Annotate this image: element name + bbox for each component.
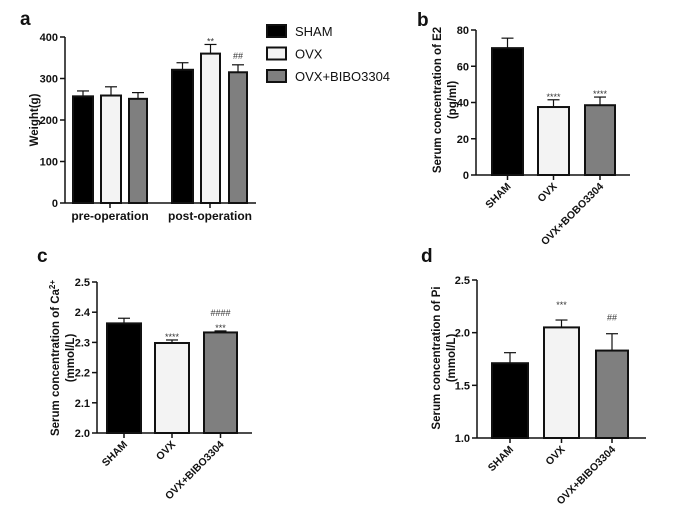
x-category-label: post-operation (168, 209, 252, 223)
significance-label: **** (546, 92, 561, 102)
y-axis-title: (pg/ml) (447, 81, 459, 119)
panel-letter: b (417, 10, 429, 31)
bar-ovx (537, 106, 570, 176)
y-tick-label: 2.5 (455, 275, 470, 287)
y-tick-label: 400 (40, 32, 58, 44)
y-axis-title: Serum concentration of Pi (431, 286, 443, 429)
y-tick-label: 2.1 (75, 398, 90, 410)
y-tick-label: 40 (457, 98, 469, 110)
bar-ovx (154, 342, 190, 434)
panel-a: a Weight(g) 0 100 200 300 400 pre-operation post… (20, 9, 256, 223)
bar-sham (491, 47, 524, 176)
x-category-label: OVX (535, 181, 559, 205)
significance-label: **** (165, 332, 180, 342)
x-category-label: SHAM (486, 443, 517, 474)
legend-swatch-sham (266, 24, 287, 38)
bar-ovx-bibo3304 (584, 104, 616, 176)
y-tick-label: 0 (463, 170, 469, 182)
x-category-label: OVX (543, 444, 567, 468)
bar-ovx-bibo3304 (595, 349, 629, 439)
y-tick-label: 200 (40, 115, 58, 127)
y-tick-label: 2.0 (75, 428, 90, 440)
bar-sham (171, 68, 194, 204)
legend-label: SHAM (295, 24, 333, 39)
y-axis-title: (mmol/L) (65, 334, 77, 383)
significance-label: ** (207, 36, 215, 46)
significance-label: **** (593, 89, 608, 99)
y-tick-label: 100 (40, 157, 58, 169)
y-tick-label: 2.3 (75, 337, 90, 349)
y-tick-label: 60 (457, 61, 469, 73)
legend-label: OVX (295, 47, 323, 62)
y-axis-title: Serum concentration of E2 (432, 27, 444, 173)
panel-letter: d (421, 246, 433, 267)
bar-sham (72, 95, 94, 204)
bar-sham (491, 362, 529, 440)
y-tick-label: 1.5 (455, 380, 470, 392)
y-tick-label: 300 (40, 74, 58, 86)
y-tick-label: 0 (52, 198, 58, 210)
significance-label: ## (607, 313, 617, 323)
panel-d: d Serum concentration of Pi (mmol/L) 1.0 1.5… (421, 246, 646, 507)
legend-swatch-ovx (266, 46, 287, 61)
x-category-label: SHAM (100, 438, 131, 469)
y-axis-title: Weight(g) (29, 93, 41, 146)
y-axis-title: (mmol/L) (446, 334, 458, 383)
y-tick-label: 2.2 (75, 368, 90, 380)
panel-letter: c (37, 246, 48, 267)
x-category-label: SHAM (483, 180, 514, 211)
y-axis-title: Serum concentration of Ca2+ (48, 280, 63, 436)
legend-label: OVX+BIBO3304 (295, 69, 390, 84)
significance-label: *** (556, 300, 567, 310)
significance-label: ## (233, 51, 243, 61)
y-tick-label: 80 (457, 25, 469, 37)
y-axis-title-superscript: 2+ (48, 280, 57, 289)
significance-label: *** (215, 323, 226, 333)
bar-ovx-bibo3304 (228, 71, 248, 205)
bar-ovx (543, 326, 580, 439)
y-tick-label: 2.4 (75, 307, 91, 319)
legend-swatch-ovx-bibo3304 (266, 69, 287, 83)
bar-ovx-bibo3304 (128, 97, 148, 204)
legend: SHAM OVX OVX+BIBO3304 (266, 24, 390, 84)
y-tick-label: 2.5 (75, 277, 90, 289)
y-tick-label: 1.0 (455, 433, 470, 445)
bar-sham (106, 322, 142, 434)
x-category-label: OVX (154, 439, 178, 463)
bar-ovx-bibo3304 (203, 331, 238, 434)
y-tick-label: 2.0 (455, 328, 470, 340)
bar-ovx (200, 52, 221, 204)
significance-label: #### (210, 308, 230, 318)
bar-ovx (100, 94, 122, 204)
y-tick-label: 20 (457, 134, 469, 146)
x-category-label: pre-operation (71, 209, 148, 223)
panel-letter: a (20, 9, 31, 30)
